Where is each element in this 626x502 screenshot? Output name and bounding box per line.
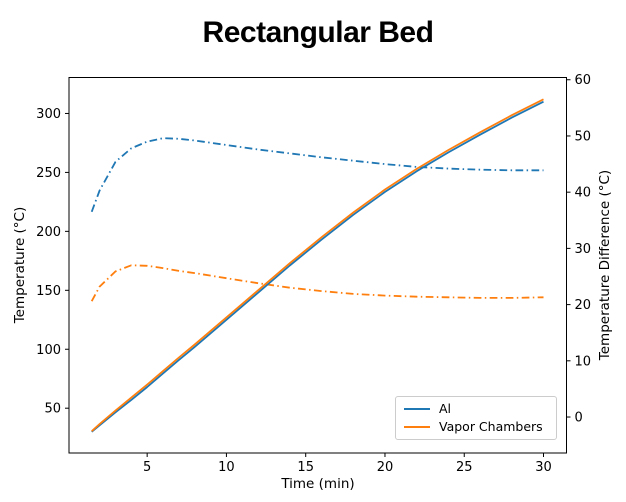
y-left-tick-label: 300 — [36, 107, 61, 122]
legend-entry-al: Al — [404, 400, 548, 416]
x-axis-label: Time (min) — [281, 476, 355, 492]
legend: Al Vapor Chambers — [395, 396, 557, 440]
x-tick-label: 10 — [218, 460, 235, 475]
series-line-vapor-chambers-temp-difference — [90, 264, 544, 302]
y-left-tick-label: 250 — [36, 166, 61, 181]
al-line-swatch — [404, 408, 430, 410]
legend-entry-vapor-chambers: Vapor Chambers — [404, 418, 548, 434]
y-axis-label-left: Temperature (°C) — [12, 206, 28, 324]
x-tick-label: 25 — [456, 460, 473, 475]
y-right-tick-label: 60 — [575, 73, 592, 88]
vapor-chambers-line-swatch — [404, 426, 430, 428]
series-line-al-temp-difference — [90, 137, 544, 213]
x-tick-label: 5 — [143, 460, 151, 475]
plot-border — [68, 77, 567, 454]
x-tick-label: 15 — [297, 460, 314, 475]
series-line-al-temperature — [91, 100, 544, 433]
y-left-tick-label: 150 — [36, 284, 61, 299]
chart-title: Rectangular Bed — [202, 16, 434, 49]
y-axis-label-right: Temperature Difference (°C) — [597, 169, 613, 361]
x-tick-label: 30 — [535, 460, 552, 475]
legend-label-vapor-chambers: Vapor Chambers — [439, 418, 543, 434]
y-right-tick-label: 40 — [575, 186, 592, 201]
y-right-tick-label: 20 — [575, 298, 592, 313]
y-right-tick-label: 30 — [575, 242, 592, 257]
y-left-tick-label: 50 — [44, 402, 61, 417]
y-right-tick-label: 10 — [575, 354, 592, 369]
x-tick-label: 20 — [377, 460, 394, 475]
y-left-tick-label: 100 — [36, 343, 61, 358]
legend-label-al: Al — [439, 400, 452, 416]
y-right-tick-label: 0 — [575, 411, 583, 426]
y-left-tick-label: 200 — [36, 225, 61, 240]
series-line-vapor-chambers-temperature — [91, 98, 544, 432]
y-right-tick-label: 50 — [575, 129, 592, 144]
